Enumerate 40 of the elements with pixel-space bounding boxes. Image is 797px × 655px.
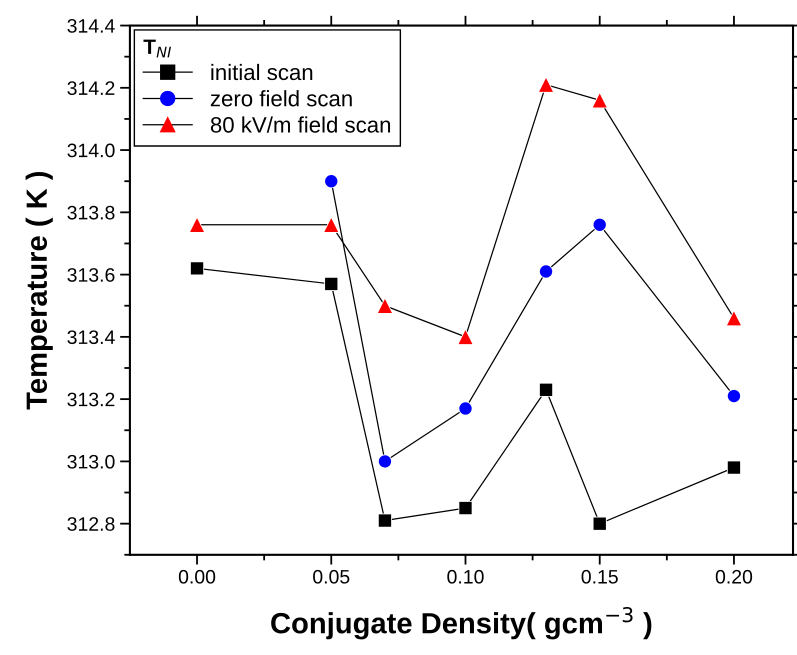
y-tick-label: 313.2 [67,392,114,406]
y-tick-label: 313.8 [67,206,114,220]
x-tick-label: 0.00 [178,570,216,584]
point [538,76,554,93]
point [539,264,554,279]
point [323,216,340,233]
point [324,276,338,291]
point [376,298,394,314]
x-tick-label: 0.05 [313,570,350,584]
point [592,516,607,531]
legend-label: 80 kV/m field scan [210,116,390,133]
point [592,92,608,108]
y-tick-label: 314.4 [67,19,115,33]
point [188,216,206,233]
legend-label: zero field scan [210,90,352,106]
point [726,388,741,404]
y-tick-label: 312.8 [67,517,114,531]
point [539,382,554,397]
y-tick-label: 313.0 [67,454,115,469]
x-tick-label: 0.15 [582,570,618,584]
point [190,261,204,276]
y-axis-title: Temperature ( K ) [26,172,53,410]
point [324,174,338,188]
point [457,328,474,345]
point [458,501,473,516]
y-tick-label: 314.0 [67,144,115,158]
point [378,454,392,468]
y-tick-label: 314.2 [67,81,114,96]
x-tick-label: 0.20 [716,570,752,584]
point [726,460,741,475]
point [378,514,392,528]
legend-title: T$_{NI}$ [143,40,171,58]
y-tick-label: 313.6 [67,268,114,282]
legend-label: initial scan [211,64,312,80]
y-tick-label: 313.4 [67,330,115,344]
point [726,310,742,326]
point [592,218,607,232]
point [458,401,473,416]
x-tick-label: 0.10 [447,570,484,584]
x-axis-title: Conjugate Density( gcm$^{−3}$ ) [271,606,652,640]
